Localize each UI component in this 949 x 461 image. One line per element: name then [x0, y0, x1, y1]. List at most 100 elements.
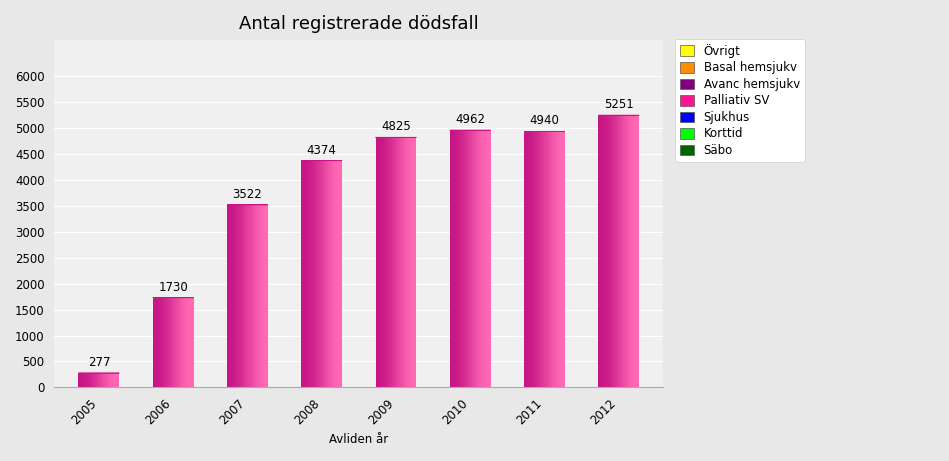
- Bar: [242, 205, 243, 387]
- Bar: [229, 205, 230, 387]
- Bar: [621, 115, 622, 387]
- Bar: [192, 298, 193, 387]
- Bar: [324, 161, 325, 387]
- Bar: [101, 373, 102, 387]
- Bar: [556, 131, 557, 387]
- Bar: [237, 205, 238, 387]
- Text: 277: 277: [87, 356, 110, 369]
- Bar: [536, 131, 537, 387]
- Bar: [100, 373, 101, 387]
- Bar: [459, 130, 460, 387]
- Bar: [238, 205, 239, 387]
- Text: 4825: 4825: [381, 120, 411, 133]
- Bar: [108, 373, 109, 387]
- Bar: [183, 298, 184, 387]
- Bar: [476, 130, 477, 387]
- Bar: [626, 115, 627, 387]
- Bar: [452, 130, 453, 387]
- Bar: [232, 205, 233, 387]
- Bar: [482, 130, 483, 387]
- Bar: [326, 161, 327, 387]
- Bar: [227, 205, 228, 387]
- Bar: [155, 298, 156, 387]
- Bar: [394, 137, 395, 387]
- Bar: [623, 115, 624, 387]
- Bar: [378, 137, 379, 387]
- Bar: [86, 373, 87, 387]
- Bar: [549, 131, 550, 387]
- Bar: [97, 373, 98, 387]
- Bar: [406, 137, 407, 387]
- Bar: [384, 137, 385, 387]
- Bar: [316, 161, 317, 387]
- Bar: [618, 115, 619, 387]
- Legend: Övrigt, Basal hemsjukv, Avanc hemsjukv, Palliativ SV, Sjukhus, Korttid, Säbo: Övrigt, Basal hemsjukv, Avanc hemsjukv, …: [676, 39, 805, 162]
- Bar: [542, 131, 543, 387]
- Bar: [604, 115, 605, 387]
- Bar: [158, 298, 159, 387]
- Bar: [387, 137, 388, 387]
- Bar: [312, 161, 313, 387]
- Bar: [489, 130, 490, 387]
- Bar: [106, 373, 107, 387]
- Bar: [404, 137, 405, 387]
- Text: 4374: 4374: [307, 143, 337, 157]
- Bar: [614, 115, 615, 387]
- Bar: [169, 298, 170, 387]
- Bar: [526, 131, 527, 387]
- Bar: [243, 205, 245, 387]
- Bar: [245, 205, 246, 387]
- Bar: [318, 161, 319, 387]
- Bar: [608, 115, 609, 387]
- Bar: [415, 137, 416, 387]
- Bar: [164, 298, 165, 387]
- Text: 4962: 4962: [456, 113, 485, 126]
- Bar: [397, 137, 398, 387]
- Bar: [327, 161, 329, 387]
- Bar: [264, 205, 265, 387]
- Bar: [253, 205, 254, 387]
- Bar: [530, 131, 531, 387]
- Bar: [558, 131, 559, 387]
- Bar: [527, 131, 529, 387]
- Bar: [341, 161, 343, 387]
- Bar: [633, 115, 634, 387]
- Bar: [634, 115, 635, 387]
- Bar: [161, 298, 162, 387]
- Bar: [410, 137, 411, 387]
- Bar: [82, 373, 83, 387]
- Bar: [189, 298, 190, 387]
- Bar: [390, 137, 391, 387]
- Bar: [266, 205, 267, 387]
- Bar: [399, 137, 400, 387]
- Bar: [382, 137, 383, 387]
- Bar: [631, 115, 632, 387]
- Bar: [317, 161, 318, 387]
- Bar: [105, 373, 106, 387]
- Bar: [538, 131, 539, 387]
- Bar: [551, 131, 552, 387]
- Bar: [104, 373, 105, 387]
- Bar: [241, 205, 242, 387]
- Bar: [561, 131, 562, 387]
- Bar: [483, 130, 485, 387]
- Bar: [473, 130, 474, 387]
- Bar: [252, 205, 253, 387]
- Bar: [153, 298, 154, 387]
- Bar: [637, 115, 638, 387]
- Bar: [630, 115, 631, 387]
- Bar: [563, 131, 564, 387]
- Bar: [165, 298, 166, 387]
- Bar: [250, 205, 251, 387]
- Bar: [613, 115, 614, 387]
- Bar: [234, 205, 235, 387]
- Text: 3522: 3522: [233, 188, 262, 201]
- Bar: [99, 373, 100, 387]
- Bar: [553, 131, 555, 387]
- Bar: [629, 115, 630, 387]
- Bar: [337, 161, 338, 387]
- Bar: [456, 130, 457, 387]
- Bar: [400, 137, 401, 387]
- Bar: [236, 205, 237, 387]
- Bar: [79, 373, 80, 387]
